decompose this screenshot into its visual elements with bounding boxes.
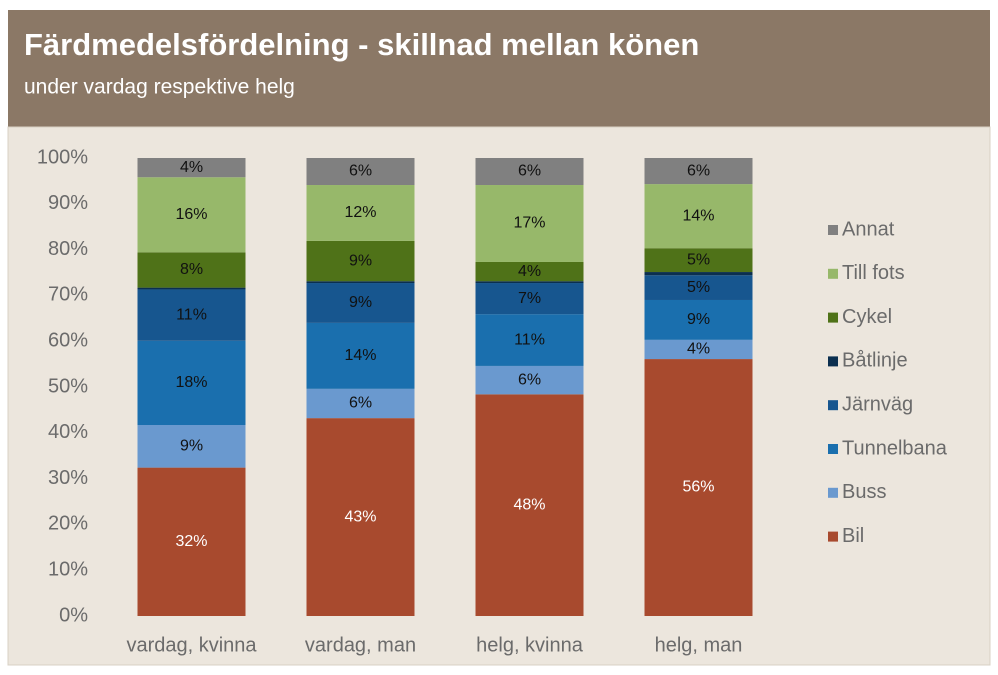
bar-segment [644, 184, 753, 249]
bar-segment [306, 158, 415, 186]
bar-segment [306, 185, 415, 241]
legend-label: Båtlinje [842, 350, 908, 372]
legend-label: Buss [842, 481, 886, 503]
x-tick-label: vardag, kvinna [126, 634, 257, 656]
bar-segment [644, 299, 753, 340]
bar-segment [137, 158, 246, 178]
data-label: 6% [349, 163, 372, 180]
bar-segment [475, 261, 584, 282]
bar-segment [137, 289, 246, 341]
y-tick-label: 90% [48, 192, 88, 214]
y-tick-label: 30% [48, 467, 88, 489]
bar-segment [475, 158, 584, 186]
x-tick-label: helg, kvinna [476, 634, 584, 656]
y-tick-label: 0% [59, 604, 88, 626]
data-label: 7% [518, 290, 541, 307]
legend-swatch [828, 400, 838, 411]
legend-swatch [828, 487, 838, 498]
data-label: 9% [349, 294, 372, 311]
data-label: 43% [344, 508, 376, 525]
legend-label: Järnväg [842, 393, 913, 415]
chart-subtitle: under vardag respektive helg [24, 76, 295, 99]
bar-segment [137, 177, 246, 253]
y-tick-label: 10% [48, 558, 88, 580]
y-tick-label: 100% [37, 146, 88, 168]
data-label: 4% [518, 263, 541, 280]
bar-segment [644, 272, 753, 276]
bar-segment [306, 322, 415, 389]
legend-swatch [828, 356, 838, 367]
data-label: 6% [349, 395, 372, 412]
y-tick-label: 60% [48, 329, 88, 351]
data-label: 5% [687, 251, 710, 268]
bar-segment [137, 425, 246, 468]
bar-segment [306, 281, 415, 284]
y-tick-label: 50% [48, 375, 88, 397]
bar-segment [475, 365, 584, 395]
bar-segment [644, 339, 753, 360]
bar-segment [306, 388, 415, 419]
data-label: 17% [513, 215, 545, 232]
bar-segment [306, 283, 415, 323]
bar-segment [644, 359, 753, 616]
legend-label: Till fots [842, 262, 905, 284]
legend-swatch [828, 312, 838, 323]
y-tick-label: 70% [48, 284, 88, 306]
bar-segment [475, 394, 584, 616]
legend-swatch [828, 225, 838, 235]
bar-segment [137, 287, 246, 290]
bar-segment [306, 418, 415, 616]
legend-swatch [828, 531, 838, 542]
bar-segment [475, 281, 584, 284]
bar-segment [137, 467, 246, 616]
data-label: 9% [180, 438, 203, 455]
data-label: 5% [687, 279, 710, 296]
legend-label: Bil [842, 525, 864, 547]
bar-segment [475, 283, 584, 315]
data-label: 9% [349, 252, 372, 269]
chart-title: Färdmedelsfördelning - skillnad mellan k… [24, 27, 699, 62]
data-label: 14% [344, 347, 376, 364]
bar-segment [475, 185, 584, 262]
data-label: 6% [687, 162, 710, 179]
legend-label: Cykel [842, 306, 892, 328]
data-label: 4% [687, 341, 710, 358]
data-label: 9% [687, 311, 710, 328]
data-label: 48% [513, 496, 545, 513]
data-label: 12% [344, 204, 376, 221]
y-tick-label: 40% [48, 421, 88, 443]
data-label: 6% [518, 371, 541, 388]
header-background [8, 10, 990, 127]
x-tick-label: vardag, man [305, 634, 416, 656]
y-tick-label: 20% [48, 513, 88, 535]
data-label: 16% [175, 206, 207, 223]
bar-segment [644, 248, 753, 273]
data-label: 4% [180, 159, 203, 176]
bar-segment [644, 158, 753, 185]
data-label: 8% [180, 261, 203, 278]
bar-segment [644, 275, 753, 300]
data-label: 14% [682, 207, 714, 224]
data-label: 11% [176, 306, 207, 323]
data-label: 32% [175, 533, 207, 550]
bar-segment [475, 314, 584, 366]
bar-segment [137, 340, 246, 426]
legend-swatch [828, 268, 838, 279]
data-label: 6% [518, 163, 541, 180]
y-tick-label: 80% [48, 238, 88, 260]
data-label: 18% [175, 374, 207, 391]
legend-swatch [828, 444, 838, 454]
legend-label: Annat [842, 218, 895, 240]
bar-segment [137, 252, 246, 288]
bar-segment [306, 240, 415, 282]
x-tick-label: helg, man [655, 634, 743, 656]
legend-label: Tunnelbana [842, 437, 948, 459]
data-label: 56% [682, 479, 714, 496]
data-label: 11% [514, 331, 545, 348]
